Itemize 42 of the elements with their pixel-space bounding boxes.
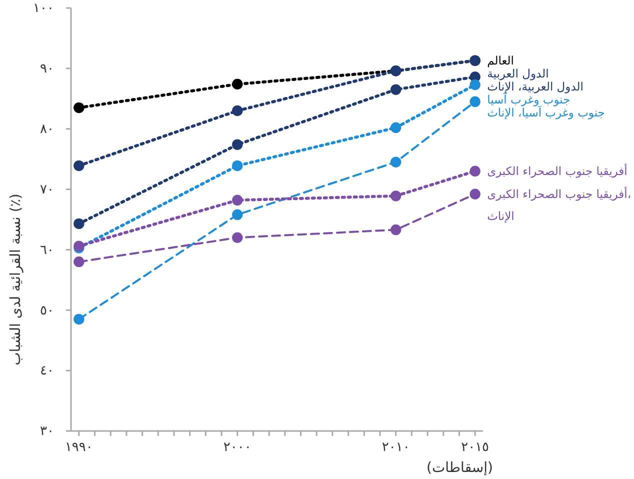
series-label: جنوب وغرب آسيا، الإناث <box>487 106 605 120</box>
series-label: الدول العربية <box>487 66 549 81</box>
y-axis-title: نسبة القرائية لدى الشباب (٪) <box>8 194 24 366</box>
point <box>470 96 480 108</box>
y-tick-label: ٦٠ <box>40 242 54 258</box>
point <box>390 190 402 202</box>
x-tick-label: ٢٠١٥ <box>461 440 490 456</box>
point <box>232 160 243 172</box>
y-tick-label: ١٠٠ <box>33 1 54 16</box>
point <box>74 102 84 114</box>
x-tick-label: ٢٠٠٠ <box>223 440 252 456</box>
point <box>74 256 84 268</box>
point <box>390 224 402 236</box>
point <box>470 188 480 200</box>
point <box>390 156 402 168</box>
series-label: الدول العربية، الإناث <box>487 80 584 94</box>
point <box>232 105 243 116</box>
point <box>232 78 243 90</box>
point <box>470 166 480 177</box>
point <box>74 314 84 325</box>
point <box>232 209 243 220</box>
point <box>232 139 243 150</box>
point <box>74 218 84 230</box>
series-label: أفريقيا جنوب الصحراء الكبرى <box>487 163 628 178</box>
x-tick-label: ١٩٩٠ <box>64 440 93 456</box>
point <box>390 122 402 134</box>
y-tick-label: ٣٠ <box>40 424 54 440</box>
point <box>74 160 84 172</box>
y-tick-label: ٤٠ <box>40 364 54 379</box>
series-label: جنوب وغرب آسيا <box>487 92 570 107</box>
series-label: أفريقيا جنوب الصحراء الكبرى، الإناث <box>487 186 632 224</box>
point <box>470 79 480 90</box>
point <box>232 194 243 206</box>
point <box>390 84 402 95</box>
y-tick-label: ٥٠ <box>40 303 54 318</box>
y-tick-label: ٧٠ <box>40 182 54 198</box>
y-tick-label: ٩٠ <box>40 62 54 77</box>
x-axis-title: (إسقاطات) <box>426 460 493 476</box>
point <box>232 232 243 243</box>
x-tick-label: ٢٠١٠ <box>382 440 410 456</box>
y-tick-label: ٨٠ <box>40 122 54 138</box>
series-label: العالم <box>487 54 514 68</box>
